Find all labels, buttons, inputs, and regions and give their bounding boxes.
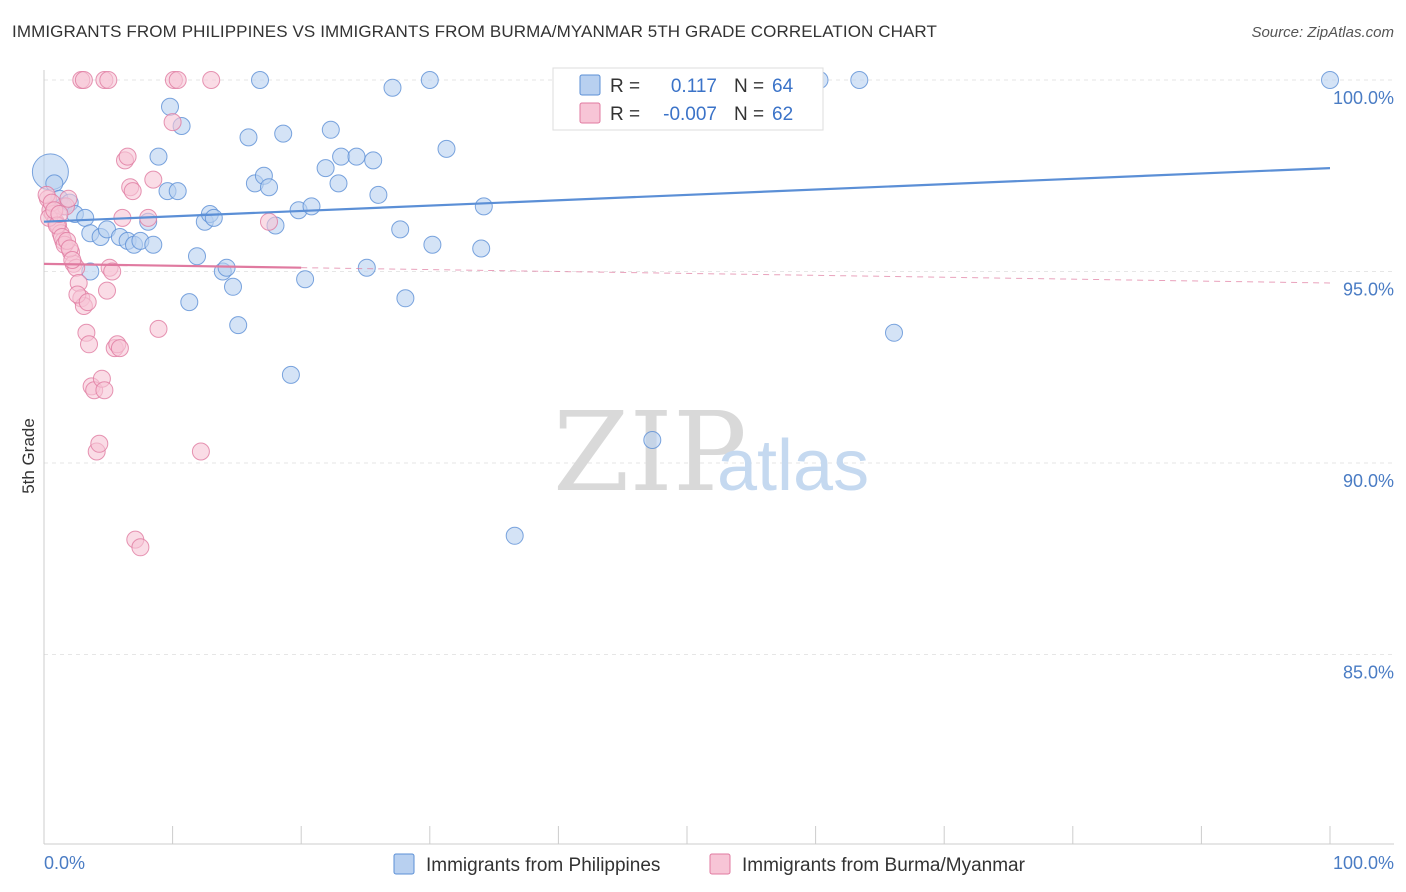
watermark-atlas: atlas	[717, 426, 869, 506]
y-tick-label: 90.0%	[1343, 471, 1394, 491]
data-point	[302, 197, 321, 216]
stats-swatch-philippines	[579, 74, 601, 96]
data-point	[74, 71, 93, 89]
data-point	[161, 97, 179, 116]
data-point	[437, 139, 456, 158]
legend-label-burma: Immigrants from Burma/Myanmar	[742, 855, 1026, 876]
y-tick-label: 100.0%	[1333, 88, 1394, 108]
data-point	[123, 182, 142, 201]
data-point	[1321, 71, 1339, 89]
legend-swatch-burma	[709, 853, 731, 875]
data-point	[80, 335, 98, 354]
legend-label-philippines: Immigrants from Philippines	[426, 855, 660, 876]
gridlines	[44, 79, 1394, 655]
stats-r-value-philippines: 0.117	[671, 76, 717, 97]
stats-r-value-burma: -0.007	[663, 104, 717, 125]
data-point	[251, 71, 269, 89]
trend-line-philippines	[43, 166, 1331, 223]
data-point	[95, 381, 114, 400]
data-point	[321, 120, 340, 139]
data-point	[329, 174, 348, 193]
data-point	[472, 239, 491, 258]
data-point	[90, 434, 109, 453]
watermark-zip: ZIP	[553, 388, 747, 516]
data-point	[850, 71, 869, 89]
data-point	[144, 170, 163, 189]
data-point	[202, 71, 221, 89]
data-point	[99, 71, 118, 89]
source-credit: Source: ZipAtlas.com	[1251, 24, 1394, 41]
data-point	[281, 365, 300, 384]
stats-n-value-philippines: 64	[772, 76, 794, 97]
data-point	[369, 185, 388, 204]
data-point	[224, 277, 242, 296]
data-point	[168, 71, 187, 89]
data-point	[76, 208, 95, 227]
data-point	[149, 319, 168, 338]
data-point	[229, 316, 248, 335]
stats-r-label-burma: R =	[610, 104, 640, 125]
x-axis-ticks	[43, 826, 1331, 844]
data-point	[347, 147, 366, 166]
stats-n-label-philippines: N =	[734, 76, 764, 97]
data-point	[168, 182, 187, 201]
stats-r-label-philippines: R =	[610, 76, 640, 97]
data-point	[274, 124, 293, 143]
legend-swatch-philippines	[393, 853, 415, 875]
data-point	[149, 147, 168, 166]
data-point	[163, 113, 182, 132]
y-axis-tick-labels: 100.0% 95.0% 90.0% 85.0%	[1333, 88, 1394, 683]
data-point	[204, 208, 223, 227]
data-point	[103, 262, 122, 281]
data-point	[191, 442, 210, 461]
data-point	[474, 197, 493, 216]
data-point	[420, 71, 439, 89]
stats-n-label-burma: N =	[734, 104, 764, 125]
series-burma	[37, 71, 278, 557]
data-point	[50, 205, 69, 223]
data-point	[260, 178, 278, 197]
y-tick-label: 85.0%	[1343, 663, 1394, 683]
data-point	[396, 289, 415, 308]
data-point	[180, 293, 199, 312]
x-tick-label-max: 100.0%	[1333, 853, 1394, 873]
series-layer	[31, 71, 1339, 557]
series-philippines	[31, 71, 1339, 545]
data-point	[296, 270, 315, 289]
data-point	[316, 159, 335, 178]
data-point	[391, 220, 410, 239]
data-point	[357, 258, 376, 277]
data-point	[110, 339, 129, 358]
data-point	[260, 212, 278, 231]
y-axis-label: 5th Grade	[19, 418, 38, 494]
data-point	[885, 323, 903, 342]
data-point	[505, 526, 524, 545]
data-point	[643, 431, 662, 449]
data-point	[63, 251, 82, 269]
data-point	[78, 293, 97, 312]
data-point	[364, 151, 383, 170]
trend-line-burma	[43, 262, 302, 269]
data-point	[423, 235, 442, 254]
y-tick-label: 95.0%	[1343, 280, 1394, 300]
legend: Immigrants from Philippines Immigrants f…	[393, 853, 1026, 876]
stats-swatch-burma	[579, 102, 601, 124]
data-point	[131, 538, 150, 557]
data-point	[144, 235, 163, 254]
trend-line-burma-extension	[301, 267, 1331, 284]
data-point	[239, 128, 258, 147]
data-point	[59, 189, 78, 208]
x-tick-label-min: 0.0%	[44, 853, 85, 873]
stats-n-value-burma: 62	[772, 104, 793, 125]
data-point	[332, 147, 351, 166]
data-point	[98, 281, 116, 300]
chart-title: IMMIGRANTS FROM PHILIPPINES VS IMMIGRANT…	[12, 22, 937, 41]
data-point	[383, 78, 402, 97]
stats-box: R = 0.117 N = 64 R = -0.007 N = 62	[552, 67, 824, 131]
data-point	[118, 147, 137, 166]
data-point	[188, 247, 206, 266]
